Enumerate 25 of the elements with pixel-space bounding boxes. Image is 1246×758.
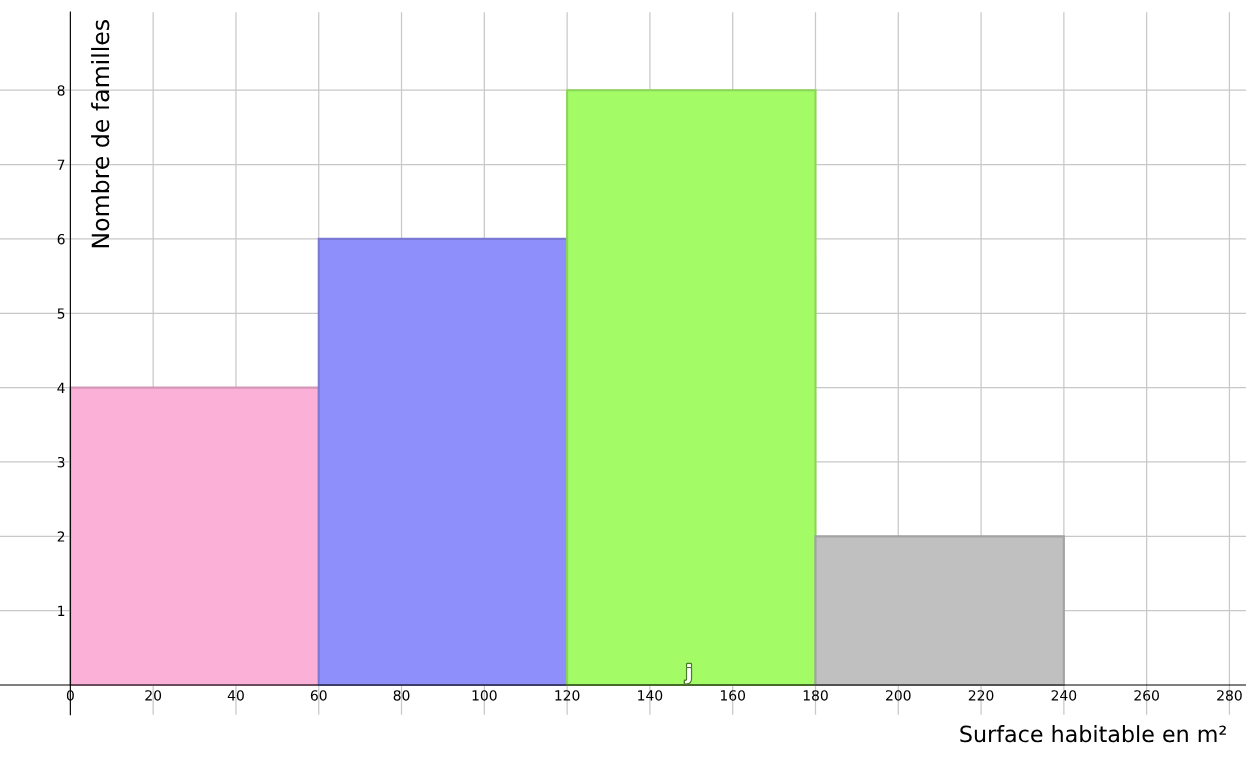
x-tick-label: 180 [803,690,828,701]
y-tick-label: 4 [57,382,65,393]
y-tick-label: 8 [57,85,65,96]
x-tick-label: 220 [968,690,994,701]
y-tick-label: 2 [57,531,65,542]
x-tick-label: 80 [393,690,410,701]
x-tick-label: 200 [886,690,911,701]
y-tick-label: 5 [57,308,65,319]
y-tick-label: 6 [57,233,65,245]
x-tick-label: 120 [555,690,580,701]
x-tick-label: 160 [720,690,746,701]
x-tick-label: 40 [227,690,244,701]
x-axis-title: Surface habitable en m² [960,725,1226,743]
y-tick-label: 1 [58,605,65,616]
y-tick-label: 7 [57,159,65,170]
annotation: j [685,664,691,684]
y-axis-title: Nombre de familles [91,20,110,248]
x-tick-label: 100 [472,690,497,701]
x-tick-label: 280 [1217,690,1242,701]
x-tick-label: 20 [145,690,162,701]
x-tick-label: 240 [1051,690,1077,701]
x-tick-label: 260 [1134,690,1159,701]
y-tick-label: 3 [57,456,65,468]
x-tick-label: 140 [638,690,663,701]
x-tick-label: 60 [310,690,327,701]
